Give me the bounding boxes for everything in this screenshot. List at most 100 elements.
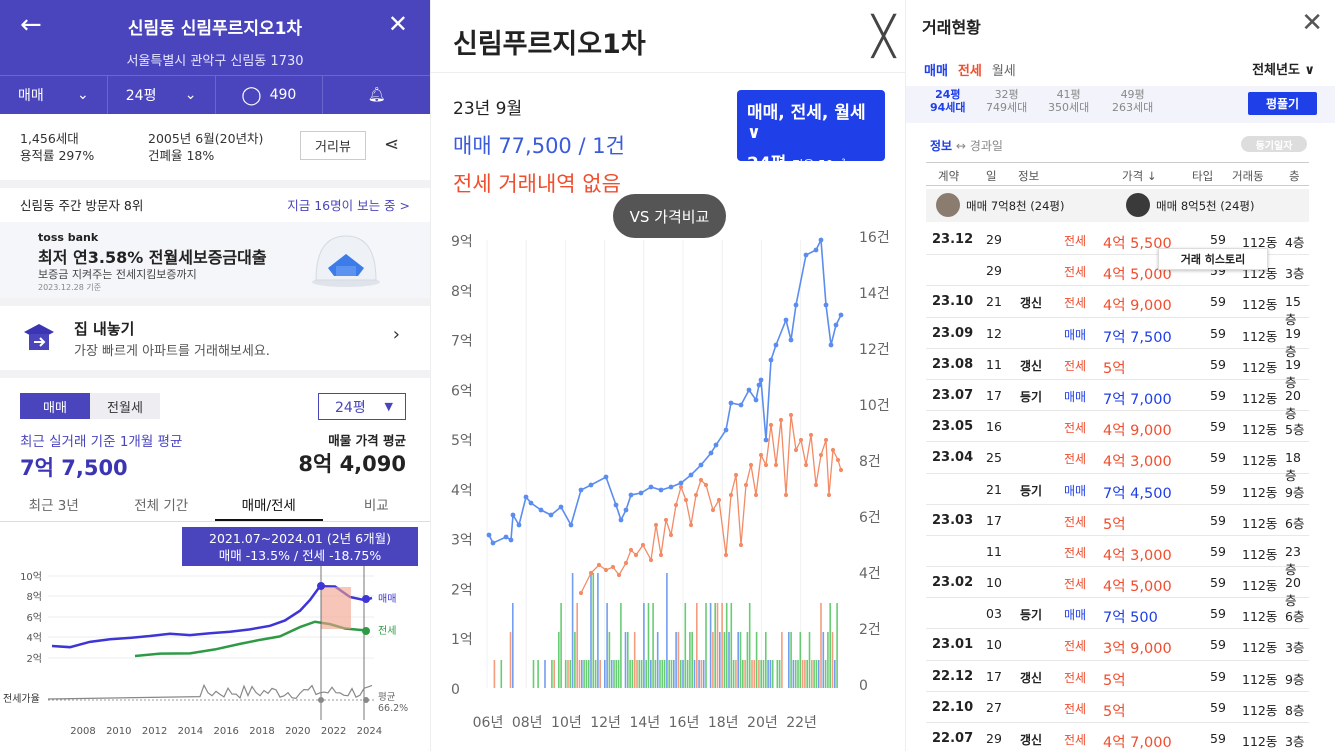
- history-popup[interactable]: 거래 히스토리: [1158, 248, 1268, 270]
- sale-point: [648, 484, 654, 490]
- jeon-point: [808, 432, 814, 438]
- close-icon[interactable]: ╳: [872, 14, 895, 58]
- seg-rent[interactable]: 전월세: [90, 393, 160, 419]
- table-row[interactable]: 23.01 10 전세 3억 9,000 59 112동 3층: [926, 629, 1309, 661]
- jeon-point: [798, 437, 804, 443]
- header-tabbar: 매매 ⌄ 24평 ⌄ ◯ 490 🔔︎: [0, 75, 430, 114]
- volume-bar: [636, 660, 638, 688]
- year-select[interactable]: 전체년도 ∨: [1252, 63, 1315, 78]
- complex-info: 1,456세대 용적률 297% 2005년 6월(20년차) 건폐율 18% 거리…: [0, 120, 430, 178]
- pyeong-option[interactable]: 32평 749세대: [986, 88, 1028, 114]
- table-row[interactable]: 29 전세 4억 5,000 59 112동 3층: [926, 255, 1309, 287]
- table-row[interactable]: 23.02 10 전세 4억 5,000 59 112동 20층: [926, 567, 1309, 608]
- volume-bar: [739, 632, 742, 688]
- x-tick-label: 14년: [629, 715, 660, 731]
- price-history-chart[interactable]: 9억 8억 7억 6억 5억 4억 3억 2억 1억 0 16건 14건 12건 10건 8건 6건 4건 2건 0…: [431, 225, 905, 751]
- comments-button[interactable]: ◯ 490: [216, 76, 324, 114]
- table-row[interactable]: 23.08 11 갱신 전세 5억 59 112동 19층: [926, 349, 1309, 390]
- bell-icon: 🔔︎: [367, 87, 386, 103]
- deal-filter-button[interactable]: 매매, 전세, 월세 ∨ 24평 전용 59㎡: [737, 90, 885, 174]
- y-right-label: 0: [859, 678, 868, 694]
- pyeong-option[interactable]: 41평 350세대: [1048, 88, 1090, 114]
- expand-pyeong-button[interactable]: 평풀기: [1248, 92, 1317, 115]
- sale-point: [548, 512, 554, 518]
- tab-compare[interactable]: 비교: [363, 498, 389, 514]
- deal-type-tabs: 매매 전세 월세: [924, 60, 1016, 79]
- volume-bar: [755, 632, 758, 688]
- table-row[interactable]: 23.05 16 전세 4억 9,000 59 112동 5층: [926, 411, 1309, 443]
- tab-jeon[interactable]: 전세: [957, 64, 982, 79]
- table-row[interactable]: 22.10 27 전세 5억 59 112동 8층: [926, 692, 1309, 723]
- table-row[interactable]: 23.07 17 등기 매매 7억 7,000 59 112동 20층: [926, 380, 1309, 421]
- jeon-point: [783, 492, 789, 498]
- price-trend-chart[interactable]: 10억 8억 6억 4억 2억 2008 2010 2012 2014 2016 2018 2020 2…: [0, 560, 430, 751]
- x-tick-label: 10년: [551, 715, 582, 731]
- tab-recent-3y[interactable]: 최근 3년: [28, 498, 79, 514]
- volume-bar: [744, 660, 746, 688]
- volume-bar: [767, 660, 769, 688]
- seg-sale[interactable]: 매매: [20, 393, 90, 419]
- volume-bar: [677, 632, 680, 688]
- live-viewers-link[interactable]: 지금 16명이 보는 중 >: [287, 198, 410, 213]
- jeon-point: [803, 462, 809, 468]
- comment-row: 매매 7억8천 (24평) 매매 8억5천 (24평): [926, 189, 1309, 222]
- table-row[interactable]: 11 전세 4억 3,000 59 112동 23층: [926, 536, 1309, 577]
- pyeong-dropdown[interactable]: 24평 ⌄: [108, 76, 216, 114]
- tab-sale[interactable]: 매매: [924, 64, 948, 79]
- tab-all-period[interactable]: 전체 기간: [134, 498, 189, 514]
- table-row[interactable]: 22.07 29 갱신 전세 4억 7,000 59 112동 3층: [926, 723, 1309, 751]
- x-tick-label: 20년: [747, 715, 778, 731]
- volume-bar: [647, 603, 650, 688]
- jeon-point: [733, 472, 739, 478]
- avatar[interactable]: [936, 193, 960, 217]
- ratio-point: [363, 697, 369, 703]
- y-left-label: 2억: [451, 582, 473, 598]
- y-left-label: 8억: [451, 284, 473, 300]
- table-row[interactable]: 23.09 12 매매 7억 7,500 59 112동 19층: [926, 318, 1309, 359]
- volume-bar: [606, 603, 608, 688]
- back-arrow-icon[interactable]: ←: [20, 10, 42, 40]
- table-row[interactable]: 03 등기 매매 7억 500 59 112동 6층: [926, 598, 1309, 630]
- pyeong-select[interactable]: 24평 ▼: [318, 393, 406, 420]
- avatar[interactable]: [1126, 193, 1150, 217]
- jeon-point: [826, 492, 832, 498]
- volume-bar: [765, 632, 767, 688]
- table-row[interactable]: 23.03 17 전세 5억 59 112동 6층: [926, 505, 1309, 536]
- street-view-button[interactable]: 거리뷰: [300, 131, 366, 160]
- share-icon[interactable]: ⋖: [384, 134, 400, 155]
- sale-point: [773, 342, 779, 348]
- built-date: 2005년 6월(20년차): [148, 131, 264, 146]
- tab-sale-jeon[interactable]: 매매/전세: [215, 486, 323, 521]
- house-dome-icon: [312, 235, 380, 287]
- volume-bar: [608, 632, 611, 688]
- divider: [431, 72, 905, 73]
- jeon-point: [716, 497, 722, 503]
- close-icon[interactable]: ✕: [1301, 8, 1323, 38]
- selected-date: 23년 9월: [453, 99, 523, 119]
- jeon-point: [578, 590, 584, 596]
- table-row[interactable]: 22.12 17 갱신 전세 5억 59 112동 9층: [926, 661, 1309, 692]
- volume-bar: [831, 632, 834, 688]
- table-row[interactable]: 23.10 21 갱신 전세 4억 9,000 59 112동 15층: [926, 286, 1309, 327]
- pyeong-option[interactable]: 24평 94세대: [930, 88, 966, 114]
- sale-point: [698, 462, 704, 468]
- list-my-home-banner[interactable]: 집 내놓기 가장 빠르게 아파트를 거래해보세요. ›: [0, 308, 430, 368]
- registration-date-toggle[interactable]: 등기일자: [1241, 136, 1307, 152]
- toss-ad-banner[interactable]: toss bank 최저 연3.58% 전월세보증금대출 보증금 지켜주는 전세…: [0, 222, 430, 298]
- table-row[interactable]: 23.04 25 전세 4억 3,000 59 112동 18층: [926, 442, 1309, 483]
- notification-bell-button[interactable]: 🔔︎: [323, 76, 430, 114]
- volume-bar: [590, 573, 592, 688]
- pyeong-option[interactable]: 49평 263세대: [1112, 88, 1154, 114]
- deal-type-dropdown[interactable]: 매매 ⌄: [0, 76, 108, 114]
- volume-bar: [836, 603, 838, 688]
- sale-point: [833, 322, 839, 328]
- volume-bar: [719, 632, 721, 688]
- table-row[interactable]: 21 등기 매매 7억 4,500 59 112동 9층: [926, 474, 1309, 505]
- table-row[interactable]: 23.12 29 전세 4억 5,500 59 112동 4층: [926, 224, 1309, 256]
- volume-bar: [801, 660, 804, 688]
- tab-wol[interactable]: 월세: [991, 64, 1016, 79]
- close-icon[interactable]: ✕: [387, 10, 408, 38]
- sort-price[interactable]: 가격 ↓: [1122, 169, 1157, 183]
- volume-bar: [682, 660, 684, 688]
- vs-compare-button[interactable]: VS 가격비교: [613, 194, 726, 238]
